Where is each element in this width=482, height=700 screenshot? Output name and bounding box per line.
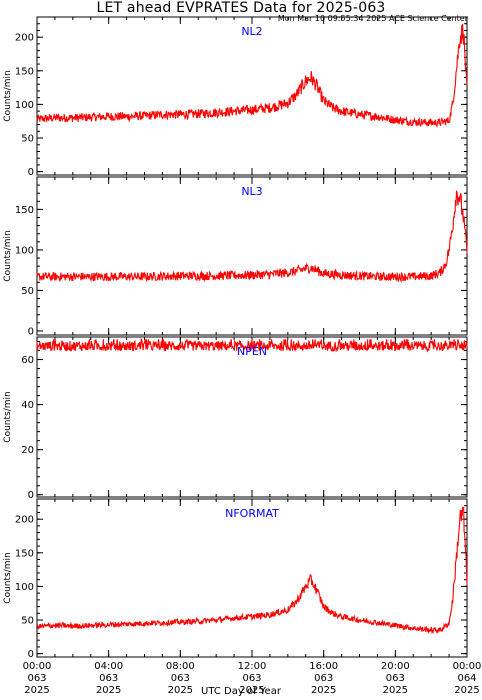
y-axis-label: Counts/min: [3, 70, 13, 121]
chart-title: LET ahead EVPRATES Data for 2025-063: [96, 0, 386, 16]
panel-frame-4: [36, 498, 468, 658]
x-tick-label-doy: 063: [99, 673, 118, 684]
y-tick-label: 150: [15, 66, 34, 77]
panel-label: NPEN: [237, 345, 267, 358]
y-tick-label: 100: [15, 245, 34, 256]
y-tick-label: 0: [28, 167, 34, 178]
data-trace-nl2: [36, 23, 468, 128]
x-tick-label-year: 2025: [168, 685, 193, 696]
y-tick-label: 50: [21, 286, 34, 297]
data-trace-nl3: [36, 190, 468, 283]
x-tick-label-time: 20:00: [381, 661, 410, 672]
panel-label: NL2: [241, 25, 262, 38]
panel-frame-2: [36, 176, 468, 336]
y-tick-label: 20: [21, 445, 34, 456]
y-tick-label: 50: [21, 616, 34, 627]
panel-label: NFORMAT: [225, 507, 279, 520]
y-axis-label: Counts/min: [3, 391, 13, 442]
y-axis-label: Counts/min: [3, 230, 13, 281]
y-axis-label: Counts/min: [3, 552, 13, 603]
x-tick-label-year: 2025: [96, 685, 121, 696]
y-tick-label: 100: [15, 582, 34, 593]
x-tick-label-time: 16:00: [309, 661, 338, 672]
panel-label: NL3: [241, 185, 262, 198]
y-tick-label: 0: [28, 326, 34, 337]
x-tick-label-time: 00:00: [453, 661, 482, 672]
data-trace-npen: [36, 338, 468, 353]
panel-frame-3: [36, 336, 468, 498]
x-tick-label-doy: 063: [386, 673, 405, 684]
y-tick-label: 200: [15, 515, 34, 526]
x-tick-label-year: 2025: [383, 685, 408, 696]
x-tick-label-year: 2025: [454, 685, 479, 696]
x-tick-label-doy: 063: [171, 673, 190, 684]
x-tick-label-time: 12:00: [238, 661, 267, 672]
x-tick-label-time: 00:00: [23, 661, 52, 672]
y-tick-label: 150: [15, 548, 34, 559]
x-tick-label-time: 04:00: [94, 661, 123, 672]
y-tick-label: 0: [28, 649, 34, 660]
x-tick-label-time: 08:00: [166, 661, 195, 672]
x-tick-label-doy: 063: [242, 673, 261, 684]
y-tick-label: 150: [15, 205, 34, 216]
x-tick-label-doy: 064: [457, 673, 476, 684]
y-tick-label: 60: [21, 355, 34, 366]
x-axis-label: UTC Day of Year: [201, 686, 281, 697]
y-tick-label: 100: [15, 100, 34, 111]
y-tick-label: 200: [15, 33, 34, 44]
x-tick-label-doy: 063: [27, 673, 46, 684]
panel-frame-1: [36, 16, 468, 176]
y-tick-label: 40: [21, 400, 34, 411]
x-tick-label-year: 2025: [24, 685, 49, 696]
timestamp-label: Mon Mar 10 09:55:34 2025 ACE Science Cen…: [277, 14, 468, 23]
x-tick-label-doy: 063: [314, 673, 333, 684]
y-tick-label: 50: [21, 134, 34, 145]
x-tick-label-year: 2025: [239, 685, 264, 696]
x-tick-label-year: 2025: [311, 685, 336, 696]
y-tick-label: 0: [28, 490, 34, 501]
data-trace-nformat: [36, 506, 468, 635]
